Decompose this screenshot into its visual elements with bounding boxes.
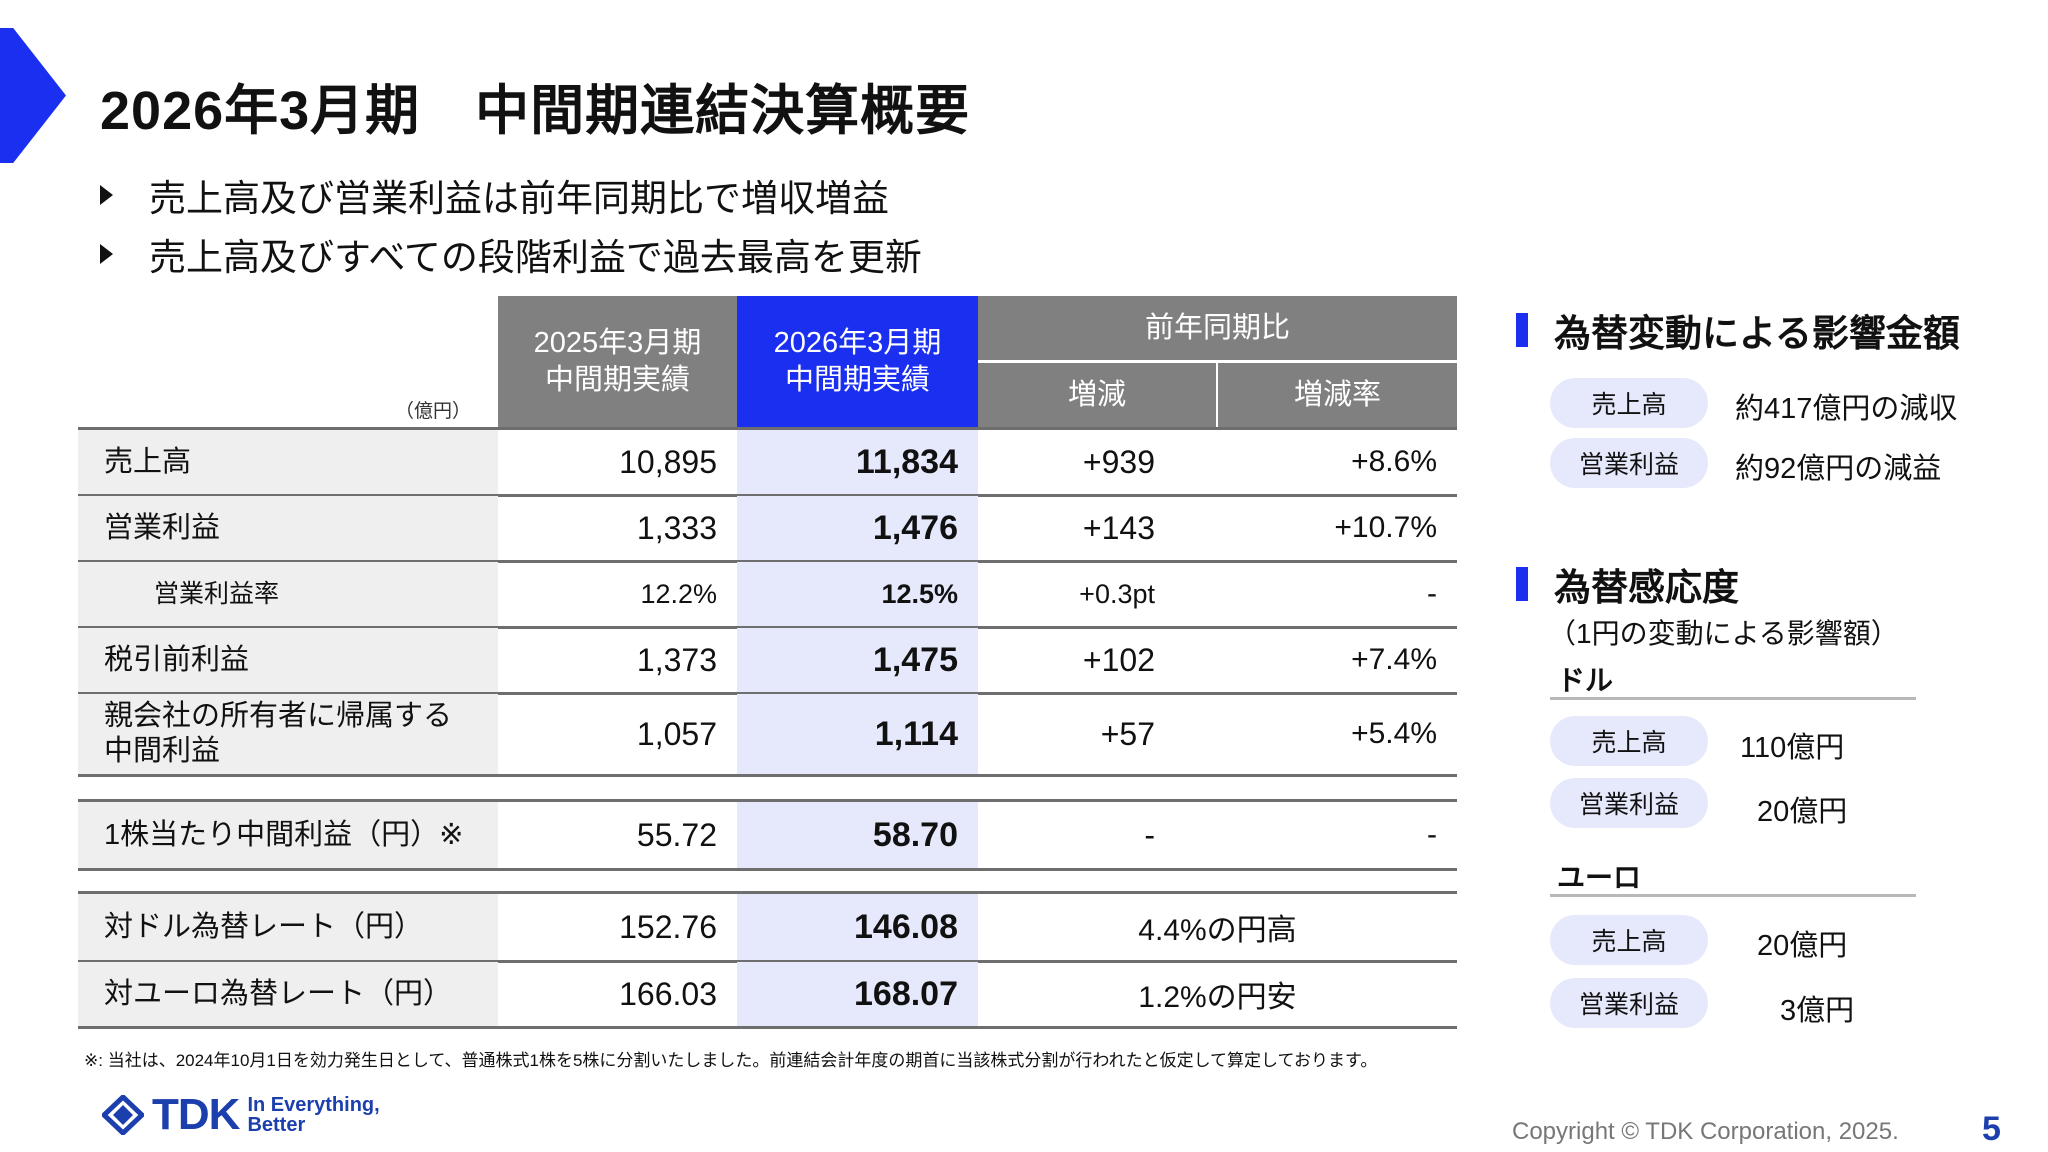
rate-value: +10.7% xyxy=(1334,511,1437,544)
curr-value: 1,475 xyxy=(737,628,978,692)
row-label: 対ドル為替レート（円） xyxy=(78,894,498,960)
prev-value: 1,373 xyxy=(636,641,717,678)
curr-value: 146.08 xyxy=(737,894,978,960)
eur-sales-value: 20億円 xyxy=(1757,930,1848,962)
usd-op-value: 20億円 xyxy=(1757,796,1848,828)
prev-value: 10,895 xyxy=(619,443,717,480)
row-label: 親会社の所有者に帰属する 中間利益 xyxy=(78,694,498,774)
footnote: ※: 当社は、2024年10月1日を効力発生日として、普通株式1株を5株に分割い… xyxy=(84,1051,1378,1070)
prev-value: 166.03 xyxy=(619,975,717,1012)
change-value: +0.3pt xyxy=(1079,578,1155,609)
prev-value: 55.72 xyxy=(636,816,717,853)
table-row: 対ユーロ為替レート（円） 166.03 168.07 1.2%の円安 xyxy=(78,962,1457,1029)
page-number: 5 xyxy=(1982,1110,2001,1148)
header-rate: 増減率 xyxy=(1218,363,1457,427)
usd-sales-pill: 売上高 xyxy=(1550,716,1708,766)
curr-value: 1,114 xyxy=(737,694,978,774)
row-label: 税引前利益 xyxy=(78,628,498,692)
tdk-emblem-icon xyxy=(102,1095,144,1135)
table-row: 1株当たり中間利益（円）※ 55.72 58.70 - - xyxy=(78,799,1457,871)
page-title: 2026年3月期 中間期連結決算概要 xyxy=(100,81,971,141)
fx-sensitivity-heading: 為替感応度 xyxy=(1516,557,1739,611)
row-label: 1株当たり中間利益（円）※ xyxy=(78,802,498,868)
header-divider xyxy=(78,427,1457,430)
eur-op-value: 3億円 xyxy=(1780,995,1855,1027)
row-label: 営業利益 xyxy=(78,496,498,560)
rate-value: - xyxy=(1427,577,1437,610)
eur-sales-pill: 売上高 xyxy=(1550,915,1708,965)
row-divider xyxy=(78,891,1457,894)
yoy-note: 1.2%の円安 xyxy=(1138,981,1297,1014)
prev-value: 1,333 xyxy=(636,509,717,546)
prev-value: 1,057 xyxy=(636,715,717,752)
eur-divider xyxy=(1550,894,1916,897)
section-bar xyxy=(1516,313,1528,347)
change-value: +57 xyxy=(1100,715,1155,752)
table-row: 税引前利益 1,373 1,475 +102 +7.4% xyxy=(78,628,1457,695)
rate-value: +8.6% xyxy=(1351,445,1437,478)
logo-text: TDK xyxy=(152,1090,240,1139)
rate-value: +7.4% xyxy=(1351,643,1437,676)
bullet-2: 売上高及びすべての段階利益で過去最高を更新 xyxy=(100,227,922,281)
yoy-note: 4.4%の円高 xyxy=(1138,914,1297,947)
rate-value: +5.4% xyxy=(1351,717,1437,750)
fx-impact-heading: 為替変動による影響金額 xyxy=(1516,303,1960,357)
table-row: 営業利益率 12.2% 12.5% +0.3pt - xyxy=(78,562,1457,629)
section-title: 為替感応度 xyxy=(1554,567,1739,608)
fx-impact-op-pill: 営業利益 xyxy=(1550,438,1708,488)
unit-label: （億円） xyxy=(395,401,472,422)
usd-divider xyxy=(1550,697,1916,700)
change-value: +143 xyxy=(1082,509,1155,546)
copyright: Copyright © TDK Corporation, 2025. xyxy=(1512,1118,1899,1145)
usd-op-pill: 営業利益 xyxy=(1550,778,1708,828)
eur-label: ユーロ xyxy=(1557,862,1642,893)
fx-impact-op-value: 約92億円の減益 xyxy=(1735,453,1942,485)
curr-value: 12.5% xyxy=(737,562,978,626)
change-value: - xyxy=(1144,816,1155,853)
row-label: 営業利益率 xyxy=(78,562,498,626)
fx-impact-sales-value: 約417億円の減収 xyxy=(1735,393,1958,425)
header-prev: 2025年3月期 中間期実績 xyxy=(498,296,737,427)
bullet-triangle-icon xyxy=(100,185,113,205)
bullet-1: 売上高及び営業利益は前年同期比で増収増益 xyxy=(100,168,889,222)
curr-value: 11,834 xyxy=(737,430,978,494)
curr-value: 1,476 xyxy=(737,496,978,560)
row-divider xyxy=(78,799,1457,802)
change-value: +102 xyxy=(1082,641,1155,678)
fx-sensitivity-subtitle: （1円の変動による影響額） xyxy=(1548,618,1899,649)
row-label: 売上高 xyxy=(78,430,498,494)
rate-value: - xyxy=(1427,818,1437,851)
usd-label: ドル xyxy=(1557,665,1614,696)
header-change: 増減 xyxy=(978,363,1216,427)
header-curr: 2026年3月期 中間期実績 xyxy=(737,296,978,427)
row-label: 対ユーロ為替レート（円） xyxy=(78,962,498,1026)
table-row: 営業利益 1,333 1,476 +143 +10.7% xyxy=(78,496,1457,563)
change-value: +939 xyxy=(1082,443,1155,480)
header-yoy: 前年同期比 xyxy=(978,296,1457,360)
eur-op-pill: 営業利益 xyxy=(1550,978,1708,1028)
tdk-logo: TDK In Everything, Better xyxy=(102,1090,380,1140)
prev-value: 12.2% xyxy=(640,578,717,609)
table-row: 売上高 10,895 11,834 +939 +8.6% xyxy=(78,430,1457,497)
table-row: 親会社の所有者に帰属する 中間利益 1,057 1,114 +57 +5.4% xyxy=(78,694,1457,777)
curr-value: 58.70 xyxy=(737,802,978,868)
section-title: 為替変動による影響金額 xyxy=(1554,313,1960,354)
curr-value: 168.07 xyxy=(737,962,978,1026)
section-bar xyxy=(1516,567,1528,601)
title-chevron xyxy=(0,28,66,163)
bullet-text: 売上高及び営業利益は前年同期比で増収増益 xyxy=(149,178,889,219)
usd-sales-value: 110億円 xyxy=(1740,732,1845,764)
prev-value: 152.76 xyxy=(619,908,717,945)
logo-tagline: In Everything, Better xyxy=(247,1094,380,1136)
table-row: 対ドル為替レート（円） 152.76 146.08 4.4%の円高 xyxy=(78,891,1457,963)
bullet-text: 売上高及びすべての段階利益で過去最高を更新 xyxy=(149,237,922,278)
bullet-triangle-icon xyxy=(100,244,113,264)
fx-impact-sales-pill: 売上高 xyxy=(1550,378,1708,428)
